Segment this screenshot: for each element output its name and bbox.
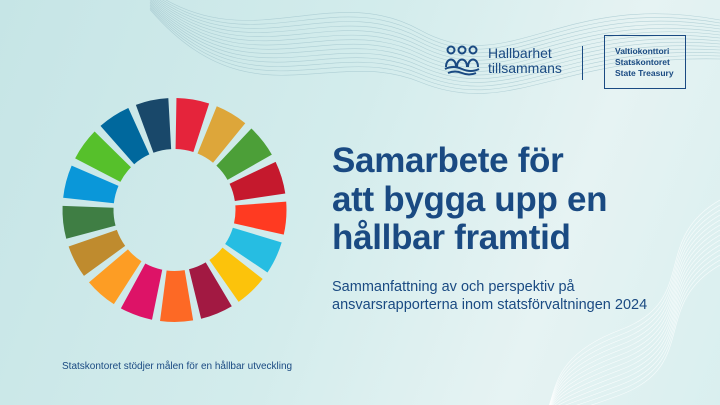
- logo-line1: Hallbarhet: [488, 45, 552, 61]
- contour-line: [149, 4, 720, 83]
- sdg-segment-12: [68, 229, 126, 276]
- sdg-segment-7: [209, 247, 263, 302]
- sdg-segment-17: [135, 98, 172, 153]
- contour-line: [157, 0, 720, 57]
- contour-line: [149, 9, 720, 94]
- contour-line: [149, 1, 720, 76]
- contour-line: [550, 219, 720, 405]
- contour-line: [564, 254, 720, 405]
- statskontoret-logo: Valtiokonttori Statskontoret State Treas…: [604, 35, 686, 89]
- sdg-segment-6: [225, 227, 282, 273]
- sdg-segment-9: [160, 270, 194, 323]
- sdg-segment-4: [229, 161, 286, 202]
- contour-line: [159, 0, 720, 54]
- contour-line: [149, 3, 720, 80]
- contour-line: [551, 229, 720, 405]
- logo-line2: tillsammans: [488, 60, 562, 76]
- title-line3: hållbar framtid: [332, 218, 571, 257]
- subtitle-line1: Sammanfattning av och perspektiv på: [332, 279, 575, 295]
- sdg-segment-14: [63, 165, 119, 204]
- contour-line: [149, 0, 720, 72]
- contour-line: [165, 0, 720, 46]
- contour-line: [152, 0, 720, 65]
- title-line1: Samarbete för: [332, 141, 564, 180]
- sdg-segment-10: [120, 263, 163, 320]
- subtitle: Sammanfattning av och perspektiv på ansv…: [332, 278, 647, 314]
- contour-line: [162, 0, 720, 50]
- title-line2: att bygga upp en: [332, 179, 608, 219]
- contour-line: [558, 249, 720, 405]
- logo-english: State Treasury: [615, 67, 674, 78]
- contour-line: [590, 264, 720, 405]
- contour-line: [549, 214, 720, 405]
- logo-swedish: Statskontoret: [615, 56, 670, 67]
- subtitle-line2: ansvarsrapporterna inom statsförvaltning…: [332, 297, 648, 313]
- sdg-segment-11: [88, 249, 142, 305]
- sdg-segment-1: [175, 98, 210, 152]
- sdg-segment-2: [197, 106, 246, 163]
- three-people-waves-icon: [444, 45, 480, 76]
- contour-line: [154, 0, 720, 61]
- contour-line: [553, 239, 720, 405]
- contour-line: [149, 6, 720, 87]
- contour-line: [149, 7, 720, 91]
- contour-line: [549, 209, 720, 405]
- contour-line: [576, 259, 720, 405]
- sdg-segment-8: [188, 262, 232, 319]
- sdg-segment-13: [62, 205, 116, 239]
- contour-line: [150, 0, 720, 68]
- sdg-segment-15: [75, 131, 131, 182]
- contour-line: [548, 199, 720, 405]
- contour-line: [549, 204, 720, 405]
- contour-line: [554, 244, 720, 405]
- sdg-segment-3: [216, 128, 272, 180]
- logo-finnish: Valtiokonttori: [615, 45, 670, 56]
- hallbarhet-tillsammans-logo: Hallbarhet tillsammans: [444, 45, 562, 77]
- sdg-segment-5: [234, 201, 287, 235]
- logo-divider: [582, 46, 583, 80]
- sdg-segment-16: [100, 107, 150, 165]
- footer-text: Statskontoret stödjer målen för en hållb…: [62, 361, 293, 372]
- page-title: Samarbete för att bygga upp en hållbar f…: [332, 141, 608, 258]
- contour-line: [550, 224, 720, 405]
